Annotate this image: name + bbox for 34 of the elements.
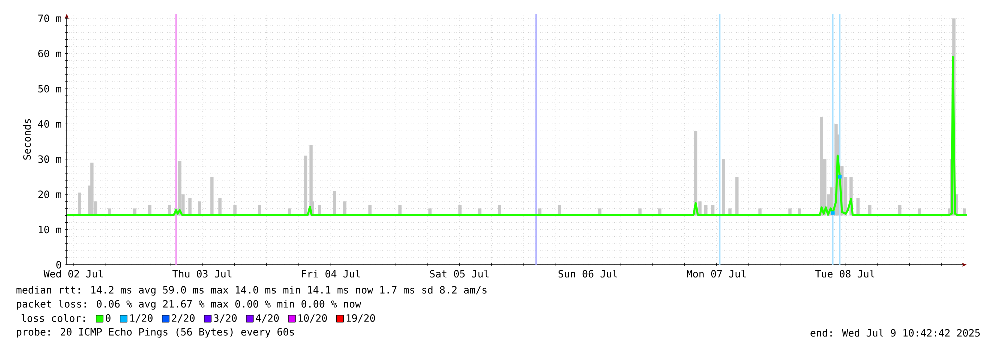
- x-tick-label: Tue 08 Jul: [816, 270, 875, 278]
- bar: [736, 176, 739, 216]
- x-tick-label: Mon 07 Jul: [687, 270, 746, 278]
- text: probe: 20 ICMP Echo Pings (56 Bytes) every 60s: [17, 328, 294, 338]
- y-tick-label: 20 m: [38, 190, 62, 198]
- legend-label: 3/20: [214, 314, 237, 323]
- y-tick-label: 30 m: [38, 156, 62, 164]
- text: median rtt: 14.2 ms avg 59.0 ms max 14.0 ms min 14.1 ms now 1.7 ms sd 8.2 am/s: [16, 286, 487, 296]
- legend-label: 2/20: [172, 314, 195, 323]
- legend-label: 0: [106, 314, 111, 322]
- y-tick-label: 0: [56, 261, 62, 269]
- y-tick-label: 70 m: [38, 14, 62, 22]
- legend-label: 19/20: [346, 314, 376, 323]
- x-tick-label: Sun 06 Jul: [558, 270, 618, 278]
- x-tick-label: Thu 03 Jul: [172, 270, 232, 278]
- x-tick-label: Fri 04 Jul: [302, 270, 360, 278]
- bar: [90, 162, 94, 216]
- y-tick-label: 60 m: [38, 50, 62, 58]
- legend-title: loss color:: [22, 314, 85, 322]
- y-tick-label: 50 m: [38, 85, 62, 93]
- bar: [304, 156, 308, 216]
- text: packet loss: 0.06 % avg 21.67 % max 0.00 % min 0.00 % now: [17, 300, 362, 310]
- legend-label: 10/20: [298, 314, 328, 323]
- bar: [722, 159, 726, 216]
- bar: [820, 117, 824, 216]
- bar: [210, 176, 214, 216]
- x-tick-label: Wed 02 Jul: [44, 270, 104, 278]
- legend-label: 1/20: [130, 314, 153, 323]
- x-tick-label: Sat 05 Jul: [430, 270, 489, 278]
- y-axis-title: Seconds: [23, 119, 32, 160]
- y-tick-label: 10 m: [39, 226, 62, 234]
- legend-label: 4/20: [256, 314, 279, 323]
- text: end: Wed Jul 9 10:42:42 2025: [810, 329, 980, 337]
- y-tick-label: 40 m: [38, 120, 62, 128]
